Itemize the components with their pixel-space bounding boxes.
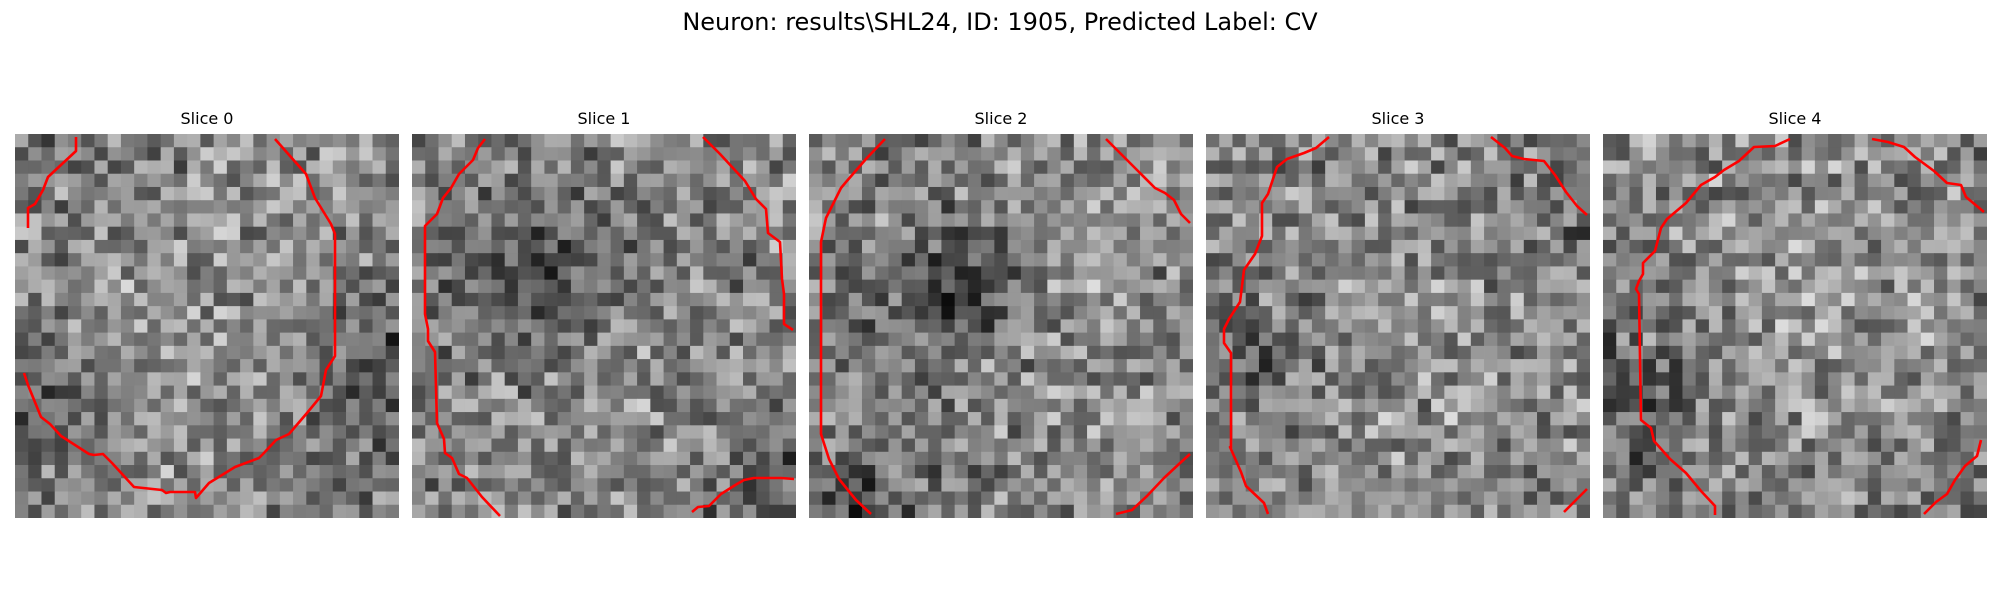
contour-line-bottom-right <box>1923 439 1983 515</box>
slice-title: Slice 3 <box>1371 109 1425 128</box>
slice-image-1 <box>412 134 796 518</box>
contour-line-left <box>423 138 501 517</box>
slice-title: Slice 0 <box>180 109 234 128</box>
pixel-grid <box>15 134 399 518</box>
slice-panel-0: Slice 0 <box>15 0 399 520</box>
contour-line-right <box>1490 135 1588 216</box>
slice-panel-3: Slice 3 <box>1206 0 1590 520</box>
contour-line-right <box>702 136 794 332</box>
contour-line-right <box>1871 137 1985 213</box>
pixel-grid <box>809 134 1193 518</box>
figure-title: Neuron: results\SHL24, ID: 1905, Predict… <box>682 8 1318 36</box>
pixel-grid <box>1603 134 1987 518</box>
contour-line-top-right <box>1105 138 1191 224</box>
slice-title: Slice 1 <box>577 109 631 128</box>
slice-image-3 <box>1206 134 1590 518</box>
slice-panel-4: Slice 4 <box>1603 0 1987 520</box>
contour-line-left <box>1222 136 1330 515</box>
slice-panel-1: Slice 1 <box>412 0 796 520</box>
slice-title: Slice 2 <box>974 109 1028 128</box>
slice-image-0 <box>15 134 399 518</box>
slice-panel-2: Slice 2 <box>809 0 1193 520</box>
slice-title: Slice 4 <box>1768 109 1822 128</box>
slice-image-4 <box>1603 134 1987 518</box>
contour-line-bottom <box>691 476 795 513</box>
contour-line-left <box>26 137 78 228</box>
slice-image-2 <box>809 134 1193 518</box>
pixel-grid <box>412 134 796 518</box>
contour-line-left <box>819 138 886 515</box>
contour-line-bottom-right <box>1115 453 1191 516</box>
contour-line-bottom-right <box>1563 488 1588 513</box>
contour-line-main <box>1634 137 1791 515</box>
contour-line-main <box>22 138 337 500</box>
pixel-grid <box>1206 134 1590 518</box>
